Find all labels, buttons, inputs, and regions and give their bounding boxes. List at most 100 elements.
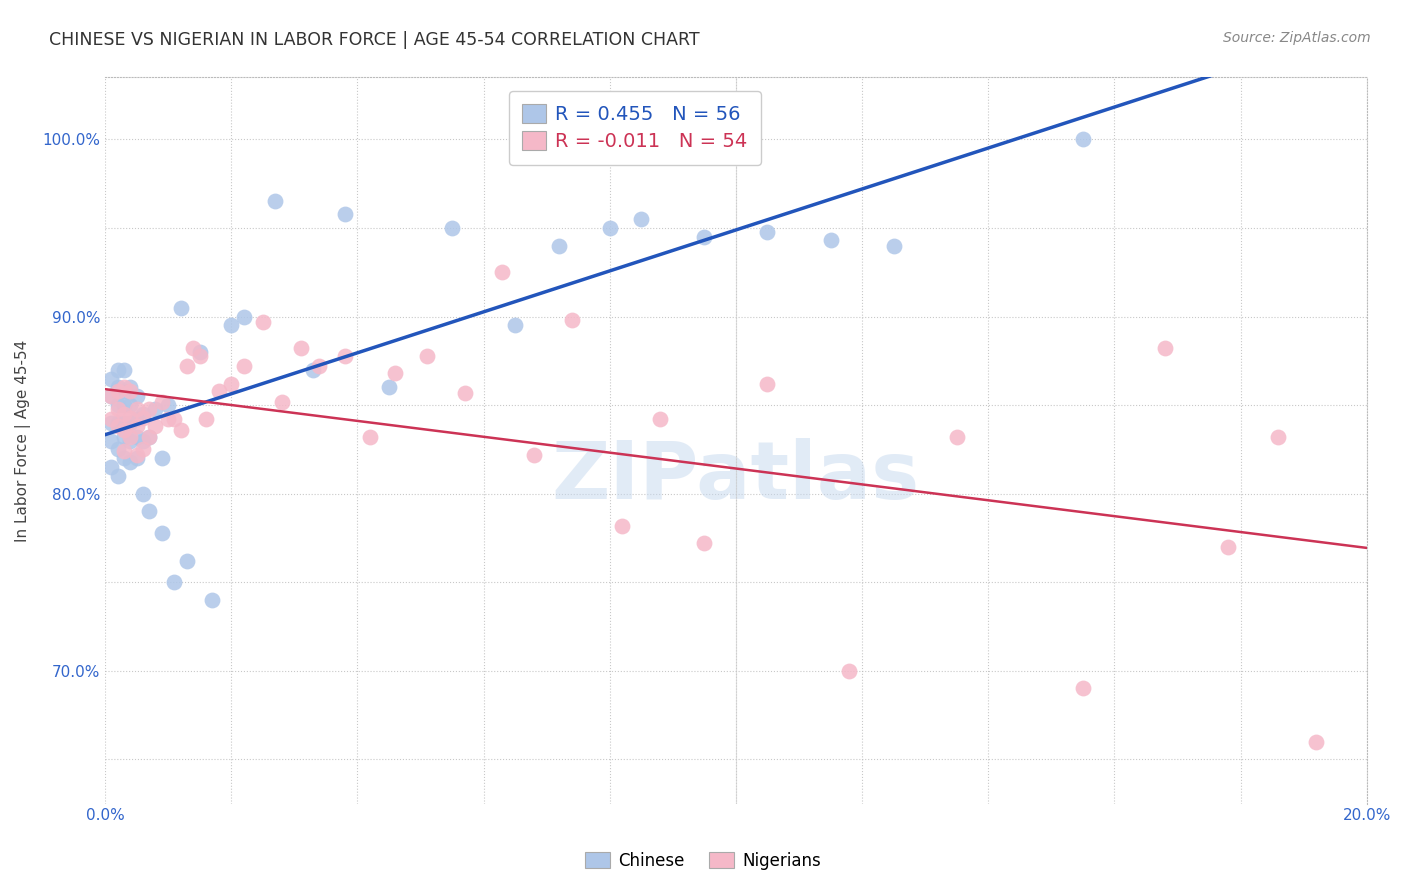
Point (120, 380, 142, 394)
Point (132, 407, 155, 421)
Point (170, 301, 193, 315)
Point (100, 460, 122, 475)
Point (491, 265, 513, 279)
Point (107, 384, 129, 398)
Point (120, 398, 142, 412)
Point (112, 362, 135, 376)
Point (838, 664, 860, 678)
Point (561, 313, 583, 327)
Point (194, 412, 217, 426)
Point (1216, 540, 1239, 554)
Point (150, 451, 173, 466)
Point (188, 345, 211, 359)
Point (120, 455, 142, 469)
Point (503, 318, 526, 333)
Point (112, 430, 135, 444)
Point (612, 518, 634, 533)
Point (107, 469, 129, 483)
Point (132, 442, 155, 457)
Point (290, 342, 312, 356)
Point (120, 384, 142, 398)
Point (100, 434, 122, 448)
Point (1071, 681, 1094, 696)
Point (219, 318, 242, 333)
Point (523, 448, 546, 462)
Point (302, 362, 325, 376)
Point (252, 315, 274, 329)
Point (232, 359, 254, 373)
Point (100, 412, 122, 426)
Point (120, 416, 142, 430)
Point (693, 536, 716, 550)
Point (693, 230, 716, 244)
Point (201, 593, 224, 607)
Point (264, 194, 287, 209)
Point (157, 398, 180, 412)
Point (145, 401, 167, 416)
Text: Source: ZipAtlas.com: Source: ZipAtlas.com (1223, 31, 1371, 45)
Point (107, 442, 129, 457)
Point (163, 412, 186, 426)
Point (112, 380, 135, 394)
Point (176, 359, 198, 373)
Point (181, 342, 204, 356)
Point (145, 419, 167, 434)
Point (548, 238, 571, 252)
Point (188, 349, 211, 363)
Point (333, 207, 356, 221)
Point (820, 233, 842, 247)
Point (138, 430, 160, 444)
Point (100, 389, 122, 403)
Point (378, 380, 401, 394)
Point (125, 389, 148, 403)
Point (120, 410, 142, 425)
Point (112, 384, 135, 398)
Point (120, 430, 142, 444)
Point (416, 349, 439, 363)
Point (440, 221, 463, 235)
Point (107, 401, 129, 416)
Legend: R = 0.455   N = 56, R = -0.011   N = 54: R = 0.455 N = 56, R = -0.011 N = 54 (509, 91, 761, 165)
Point (883, 238, 905, 252)
Point (112, 444, 135, 458)
Point (630, 212, 652, 227)
Point (756, 225, 779, 239)
Point (150, 394, 173, 409)
Point (138, 430, 160, 444)
Point (100, 371, 122, 385)
Point (359, 430, 381, 444)
Point (112, 416, 135, 430)
Point (100, 416, 122, 430)
Point (384, 366, 406, 380)
Point (163, 575, 186, 590)
Point (125, 430, 148, 444)
Point (100, 389, 122, 403)
Point (232, 310, 254, 324)
Point (945, 430, 967, 444)
Point (112, 451, 135, 466)
Point (125, 412, 148, 426)
Point (125, 451, 148, 466)
Point (125, 419, 148, 434)
Point (1071, 132, 1094, 146)
Point (207, 384, 229, 398)
Point (107, 398, 129, 412)
Point (125, 401, 148, 416)
Point (107, 380, 129, 394)
Point (308, 359, 330, 373)
Legend: Chinese, Nigerians: Chinese, Nigerians (578, 846, 828, 877)
Text: ZIPatlas: ZIPatlas (551, 438, 920, 516)
Point (1267, 430, 1289, 444)
Point (138, 504, 160, 518)
Point (333, 349, 356, 363)
Point (112, 407, 135, 421)
Point (112, 423, 135, 437)
Text: CHINESE VS NIGERIAN IN LABOR FORCE | AGE 45-54 CORRELATION CHART: CHINESE VS NIGERIAN IN LABOR FORCE | AGE… (49, 31, 700, 49)
Point (219, 376, 242, 391)
Point (132, 434, 155, 448)
Point (138, 401, 160, 416)
Point (107, 362, 129, 376)
Point (650, 412, 672, 426)
Point (599, 221, 621, 235)
Point (270, 394, 292, 409)
